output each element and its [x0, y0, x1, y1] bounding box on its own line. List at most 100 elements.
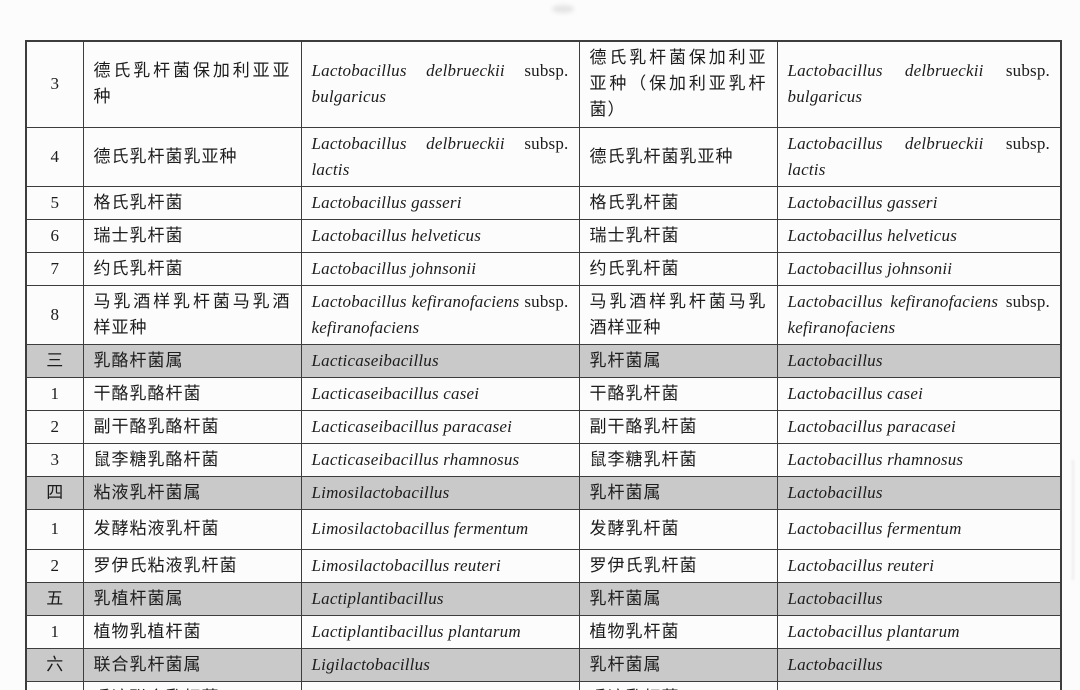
cell-name-latin-new: Lacticaseibacillus: [300, 343, 580, 378]
cell-row-number: 1: [25, 614, 84, 649]
latin-italic-segment: Lactobacillus delbrueckii: [311, 133, 525, 153]
genus-row: 六联合乳杆菌属 Ligilactobacillus 乳杆菌属 Lactobacillu…: [25, 647, 1062, 682]
latin-roman-segment: subsp.: [524, 291, 569, 311]
latin-italic-segment: Lactobacillus kefiranofaciens: [787, 291, 1006, 311]
latin-italic-segment: Lactobacillus rhamnosus: [787, 449, 964, 469]
cell-name-latin-new: Ligilactobacillus: [300, 647, 580, 682]
latin-italic-segment: lactis: [787, 159, 826, 179]
cell-name-cn-old: 罗伊氏乳杆菌: [578, 548, 778, 583]
cell-row-number: 5: [25, 185, 84, 220]
cell-name-latin-new: Limosilactobacillus reuteri: [300, 548, 580, 583]
latin-roman-segment: subsp.: [1005, 133, 1050, 153]
cell-row-number: 六: [25, 647, 84, 682]
latin-italic-segment: Limosilactobacillus: [311, 482, 450, 502]
species-row: 5 格氏乳杆菌 Lactobacillus gasseri 格氏乳杆菌 Lactobac…: [25, 185, 1062, 220]
species-row: 1 干酪乳酪杆菌 Lacticaseibacillus casei 干酪乳杆菌 Lact…: [25, 376, 1062, 411]
latin-italic-segment: Lactobacillus: [787, 350, 883, 370]
cell-name-latin-old: Lactobacillus: [776, 475, 1062, 510]
latin-roman-segment: subsp.: [1005, 61, 1050, 81]
latin-italic-segment: Lactiplantibacillus plantarum: [311, 621, 521, 641]
latin-italic-segment: Lactiplantibacillus: [311, 588, 444, 608]
latin-italic-segment: Lactobacillus gasseri: [787, 192, 938, 212]
cell-name-cn-old: 乳杆菌属: [578, 343, 778, 378]
cell-name-latin-new: Lactobacillus gasseri: [300, 185, 580, 220]
latin-italic-segment: Lactobacillus delbrueckii: [787, 61, 1006, 81]
latin-italic-segment: Lacticaseibacillus paracasei: [311, 416, 513, 436]
cell-name-latin-new: Limosilactobacillus: [300, 475, 580, 510]
cell-name-latin-new: Ligilactobacillus salivarius: [300, 680, 580, 690]
latin-italic-segment: Lactobacillus salivarius: [788, 688, 957, 690]
cell-name-cn-new: 植物乳植杆菌: [82, 614, 302, 649]
cell-name-latin-old: Lactobacillus: [776, 647, 1062, 682]
cell-row-number: 1: [25, 680, 84, 690]
cell-name-latin-old: Lactobacillus paracasei: [776, 409, 1062, 444]
cell-name-latin-old: Lactobacillus delbrueckii subsp. lactis: [776, 126, 1062, 187]
scan-artifact: [1072, 460, 1074, 580]
latin-italic-segment: Lactobacillus helveticus: [311, 225, 482, 245]
cell-name-cn-new: 乳酪杆菌属: [82, 343, 302, 378]
cell-name-latin-old: Lactobacillus helveticus: [776, 218, 1062, 253]
cell-row-number: 三: [25, 343, 84, 378]
latin-italic-segment: Lactobacillus plantarum: [787, 621, 960, 641]
scan-artifact: [552, 5, 574, 13]
species-row: 6 瑞士乳杆菌 Lactobacillus helveticus 瑞士乳杆菌 Lacto…: [25, 218, 1062, 253]
cell-name-cn-new: 约氏乳杆菌: [82, 251, 302, 286]
cell-name-cn-new: 干酪乳酪杆菌: [82, 376, 302, 411]
latin-italic-segment: Lactobacillus delbrueckii: [787, 133, 1006, 153]
latin-italic-segment: Lactobacillus paracasei: [787, 416, 956, 436]
species-row: 1 发酵粘液乳杆菌 Limosilactobacillus fermentum 发酵乳…: [25, 508, 1062, 550]
cell-name-cn-new: 德氏乳杆菌乳亚种: [82, 126, 302, 187]
cell-name-cn-old: 乳杆菌属: [578, 647, 778, 682]
cell-name-cn-new: 唾液联合乳杆菌: [82, 680, 302, 690]
latin-italic-segment: Lactobacillus delbrueckii: [311, 61, 525, 81]
cell-row-number: 2: [25, 548, 84, 583]
species-row: 2 罗伊氏粘液乳杆菌 Limosilactobacillus reuteri 罗伊氏乳…: [25, 548, 1062, 583]
cell-name-cn-old: 唾液乳杆菌: [578, 680, 778, 690]
cell-row-number: 1: [25, 376, 84, 411]
species-row: 3 鼠李糖乳酪杆菌 Lacticaseibacillus rhamnosus 鼠李糖乳…: [25, 442, 1062, 477]
latin-italic-segment: Lactobacillus helveticus: [787, 225, 958, 245]
cell-name-cn-old: 发酵乳杆菌: [578, 508, 778, 550]
latin-italic-segment: Lactobacillus reuteri: [787, 555, 935, 575]
cell-row-number: 五: [25, 581, 84, 616]
latin-italic-segment: Lactobacillus johnsonii: [787, 258, 953, 278]
latin-italic-segment: kefiranofaciens: [787, 317, 896, 337]
latin-italic-segment: Limosilactobacillus fermentum: [311, 519, 529, 538]
cell-name-cn-old: 马乳酒样乳杆菌马乳酒样亚种: [578, 284, 778, 345]
cell-name-cn-old: 干酪乳杆菌: [578, 376, 778, 411]
latin-italic-segment: Ligilactobacillus: [311, 654, 431, 674]
cell-name-cn-new: 副干酪乳酪杆菌: [82, 409, 302, 444]
cell-row-number: 3: [25, 40, 84, 128]
latin-italic-segment: Lacticaseibacillus rhamnosus: [311, 449, 520, 469]
latin-italic-segment: Lactobacillus gasseri: [311, 192, 462, 212]
cell-name-latin-old: Lactobacillus: [776, 581, 1062, 616]
cell-row-number: 4: [25, 126, 84, 187]
cell-name-latin-old: Lactobacillus johnsonii: [776, 251, 1062, 286]
cell-name-cn-new: 罗伊氏粘液乳杆菌: [82, 548, 302, 583]
cell-name-latin-old: Lactobacillus fermentum: [776, 508, 1062, 550]
cell-name-latin-old: Lactobacillus gasseri: [776, 185, 1062, 220]
species-table-body: 3 德氏乳杆菌保加利亚亚种 Lactobacillus delbrueckii su…: [25, 40, 1062, 690]
cell-name-cn-old: 格氏乳杆菌: [578, 185, 778, 220]
latin-italic-segment: Lactobacillus johnsonii: [311, 258, 477, 278]
cell-name-latin-old: Lactobacillus: [776, 343, 1062, 378]
latin-italic-segment: Lacticaseibacillus casei: [311, 383, 480, 403]
cell-name-latin-new: Lacticaseibacillus paracasei: [300, 409, 580, 444]
genus-row: 三乳酪杆菌属 Lacticaseibacillus 乳杆菌属 Lactobacillu…: [25, 343, 1062, 378]
cell-name-latin-old: Lactobacillus rhamnosus: [776, 442, 1062, 477]
cell-name-latin-old: Lactobacillus delbrueckii subsp. bulgari…: [776, 40, 1062, 128]
species-row: 1唾液联合乳杆菌 Ligilactobacillus salivarius 唾液乳杆…: [25, 680, 1062, 690]
cell-name-latin-new: Lactiplantibacillus plantarum: [300, 614, 580, 649]
latin-italic-segment: Lactobacillus fermentum: [787, 519, 962, 538]
latin-italic-segment: kefiranofaciens: [311, 317, 420, 337]
cell-name-latin-new: Lacticaseibacillus rhamnosus: [300, 442, 580, 477]
cell-name-cn-new: 发酵粘液乳杆菌: [82, 508, 302, 550]
species-table: 3 德氏乳杆菌保加利亚亚种 Lactobacillus delbrueckii su…: [25, 40, 1062, 690]
cell-name-cn-old: 鼠李糖乳杆菌: [578, 442, 778, 477]
latin-italic-segment: bulgaricus: [787, 87, 863, 107]
cell-name-cn-old: 约氏乳杆菌: [578, 251, 778, 286]
cell-name-latin-old: Lactobacillus reuteri: [776, 548, 1062, 583]
cell-name-latin-new: Lactobacillus kefiranofaciens subsp. kef…: [300, 284, 580, 345]
species-row: 2 副干酪乳酪杆菌 Lacticaseibacillus paracasei 副干酪乳…: [25, 409, 1062, 444]
